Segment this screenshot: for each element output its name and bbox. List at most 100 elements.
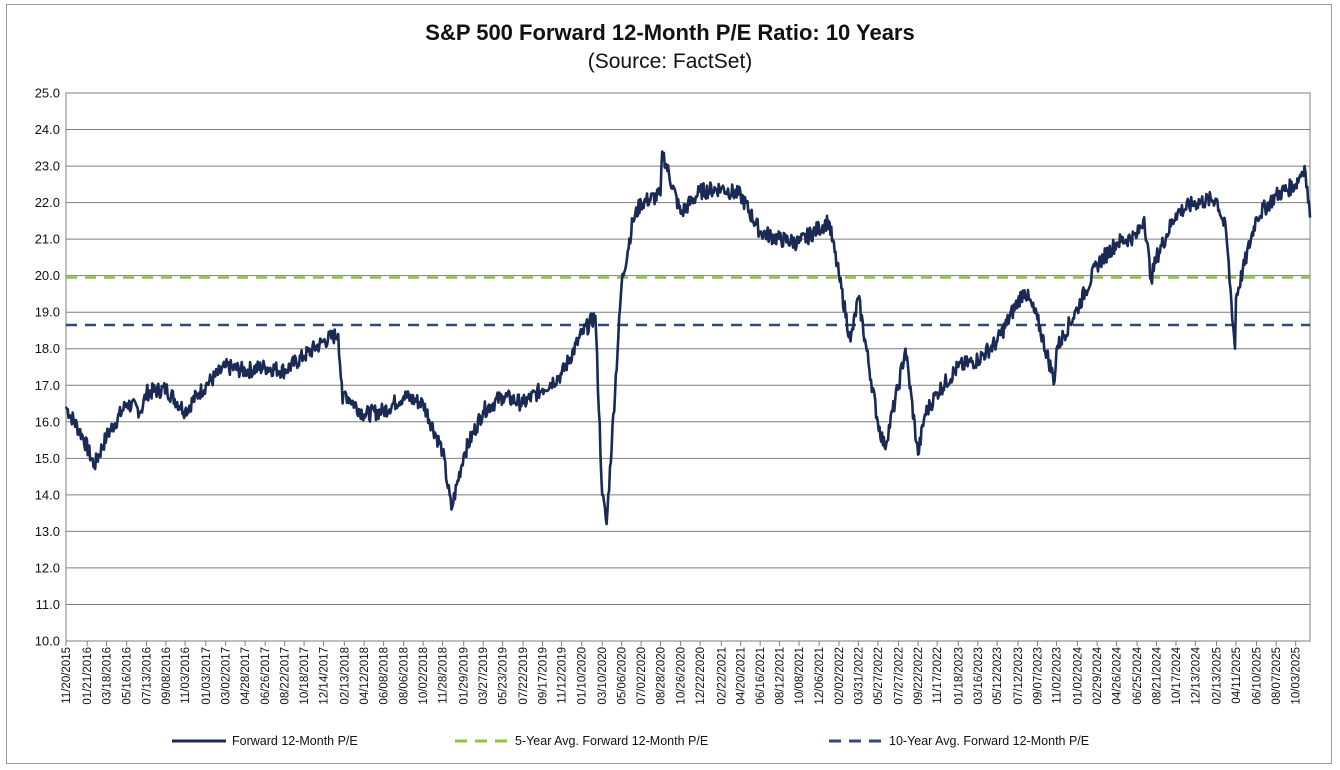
forward-pe-data-point <box>462 453 465 456</box>
forward-pe-data-point <box>904 347 907 350</box>
forward-pe-data-point <box>1303 165 1306 167</box>
forward-pe-data-point <box>140 410 142 412</box>
x-tick-label: 05/12/2023 <box>992 647 1004 705</box>
chart-subtitle: (Source: FactSet) <box>587 50 753 73</box>
forward-pe-data-point <box>341 402 344 405</box>
forward-pe-data-point <box>936 391 938 394</box>
forward-pe-data-point <box>1234 347 1236 350</box>
forward-pe-data-point <box>1143 216 1146 219</box>
x-tick-label: 08/07/2025 <box>1271 647 1283 705</box>
x-tick-label: 04/28/2017 <box>240 647 252 705</box>
x-tick-label: 11/03/2016 <box>180 647 192 704</box>
y-tick-label: 17.0 <box>35 378 60 393</box>
x-tick-label: 04/12/2018 <box>359 647 371 705</box>
x-tick-label: 10/03/2025 <box>1291 647 1303 705</box>
forward-pe-series-line <box>64 150 1312 526</box>
forward-pe-data-point <box>450 508 453 511</box>
x-tick-label: 05/23/2019 <box>498 647 510 705</box>
forward-pe-data-point <box>560 373 563 376</box>
x-tick-label: 11/17/2022 <box>932 647 944 704</box>
forward-pe-data-point <box>422 402 424 405</box>
x-tick-label: 04/20/2021 <box>736 647 748 705</box>
forward-pe-data-point <box>640 201 642 204</box>
x-tick-label: 05/16/2016 <box>122 647 134 705</box>
forward-pe-data-point <box>1023 289 1026 292</box>
forward-pe-data-point <box>1150 278 1152 281</box>
y-tick-label: 11.0 <box>36 597 60 612</box>
forward-pe-data-point <box>1036 318 1039 321</box>
forward-pe-data-point <box>541 388 544 390</box>
chart-legend: Forward 12-Month P/E 5-Year Avg. Forward… <box>0 731 1340 753</box>
x-tick-label: 10/18/2017 <box>299 647 311 705</box>
forward-pe-data-point <box>1215 198 1218 200</box>
forward-pe-data-point <box>1096 263 1098 266</box>
forward-pe-data-point <box>322 340 325 343</box>
legend-item-5yr-avg: 5-Year Avg. Forward 12-Month P/E <box>455 731 708 751</box>
plot-area-border <box>65 92 1311 642</box>
x-tick-label: 08/21/2024 <box>1152 646 1164 704</box>
forward-pe-data-point <box>1155 256 1158 259</box>
forward-pe-data-point <box>601 494 604 496</box>
forward-pe-data-point <box>482 410 484 412</box>
forward-pe-data-point <box>264 366 267 368</box>
x-tick-label: 03/18/2016 <box>102 647 114 705</box>
forward-pe-data-point <box>838 274 840 277</box>
x-tick-label: 03/31/2022 <box>853 647 865 705</box>
forward-pe-data-point <box>798 241 800 244</box>
x-tick-label: 11/02/2023 <box>1052 647 1064 704</box>
chart-title: S&P 500 Forward 12-Month P/E Ratio: 10 Y… <box>425 20 915 45</box>
x-tick-label: 06/10/2025 <box>1251 647 1263 705</box>
forward-pe-data-point <box>198 391 201 394</box>
y-tick-label: 21.0 <box>35 232 60 247</box>
x-tick-label: 12/06/2021 <box>814 647 826 705</box>
forward-pe-data-point <box>382 410 385 412</box>
forward-pe-data-point <box>1225 231 1227 233</box>
x-tick-label: 06/08/2018 <box>379 647 391 705</box>
y-tick-label: 13.0 <box>35 524 60 539</box>
forward-pe-data-point <box>244 369 246 372</box>
y-tick-label: 10.0 <box>35 634 60 649</box>
legend-label-5yr-avg: 5-Year Avg. Forward 12-Month P/E <box>515 734 709 748</box>
x-tick-label: 03/27/2019 <box>478 647 490 705</box>
x-tick-label: 03/16/2023 <box>973 647 985 705</box>
forward-pe-data-point <box>1235 296 1237 299</box>
x-tick-label: 06/26/2017 <box>260 647 272 705</box>
x-tick-label: 06/16/2021 <box>755 647 767 705</box>
forward-pe-data-point <box>145 391 148 394</box>
legend-dashed-line-icon <box>455 739 509 743</box>
forward-pe-data-point <box>778 238 781 240</box>
x-tick-label: 04/26/2024 <box>1112 646 1124 704</box>
forward-pe-data-point <box>857 296 860 299</box>
forward-pe-data-point <box>580 333 583 335</box>
x-tick-label: 09/17/2019 <box>538 647 550 705</box>
x-tick-label: 05/06/2020 <box>617 647 629 705</box>
forward-pe-data-point <box>81 435 84 438</box>
x-tick-label: 01/10/2020 <box>577 647 589 705</box>
x-tick-label: 01/18/2023 <box>953 647 965 705</box>
forward-pe-data-point <box>739 194 742 197</box>
forward-pe-data-point <box>620 282 623 284</box>
x-tick-label: 05/27/2022 <box>873 647 885 705</box>
x-tick-label: 01/03/2017 <box>201 647 213 705</box>
forward-pe-data-point <box>303 355 305 357</box>
x-tick-label: 08/06/2018 <box>399 647 411 705</box>
y-tick-label: 22.0 <box>35 195 60 210</box>
x-tick-label: 02/22/2021 <box>716 647 728 705</box>
forward-pe-data-point <box>402 395 405 398</box>
chart-frame <box>6 4 1332 764</box>
x-tick-label: 01/21/2016 <box>82 647 94 705</box>
forward-pe-data-point <box>849 340 852 343</box>
forward-pe-data-point <box>441 450 444 452</box>
x-tick-label: 08/22/2017 <box>280 647 292 705</box>
forward-pe-data-point <box>1194 201 1197 204</box>
forward-pe-data-point <box>883 446 886 449</box>
x-tick-label: 09/07/2023 <box>1032 647 1044 705</box>
x-tick-label: 01/29/2019 <box>459 647 471 705</box>
forward-pe-data-point <box>720 187 723 189</box>
y-tick-label: 24.0 <box>35 122 60 137</box>
forward-pe-data-point <box>827 220 830 222</box>
forward-pe-data-point <box>1053 380 1056 383</box>
forward-pe-data-point <box>522 402 524 405</box>
x-tick-label: 10/26/2020 <box>676 647 688 705</box>
forward-pe-data-point <box>924 413 926 416</box>
